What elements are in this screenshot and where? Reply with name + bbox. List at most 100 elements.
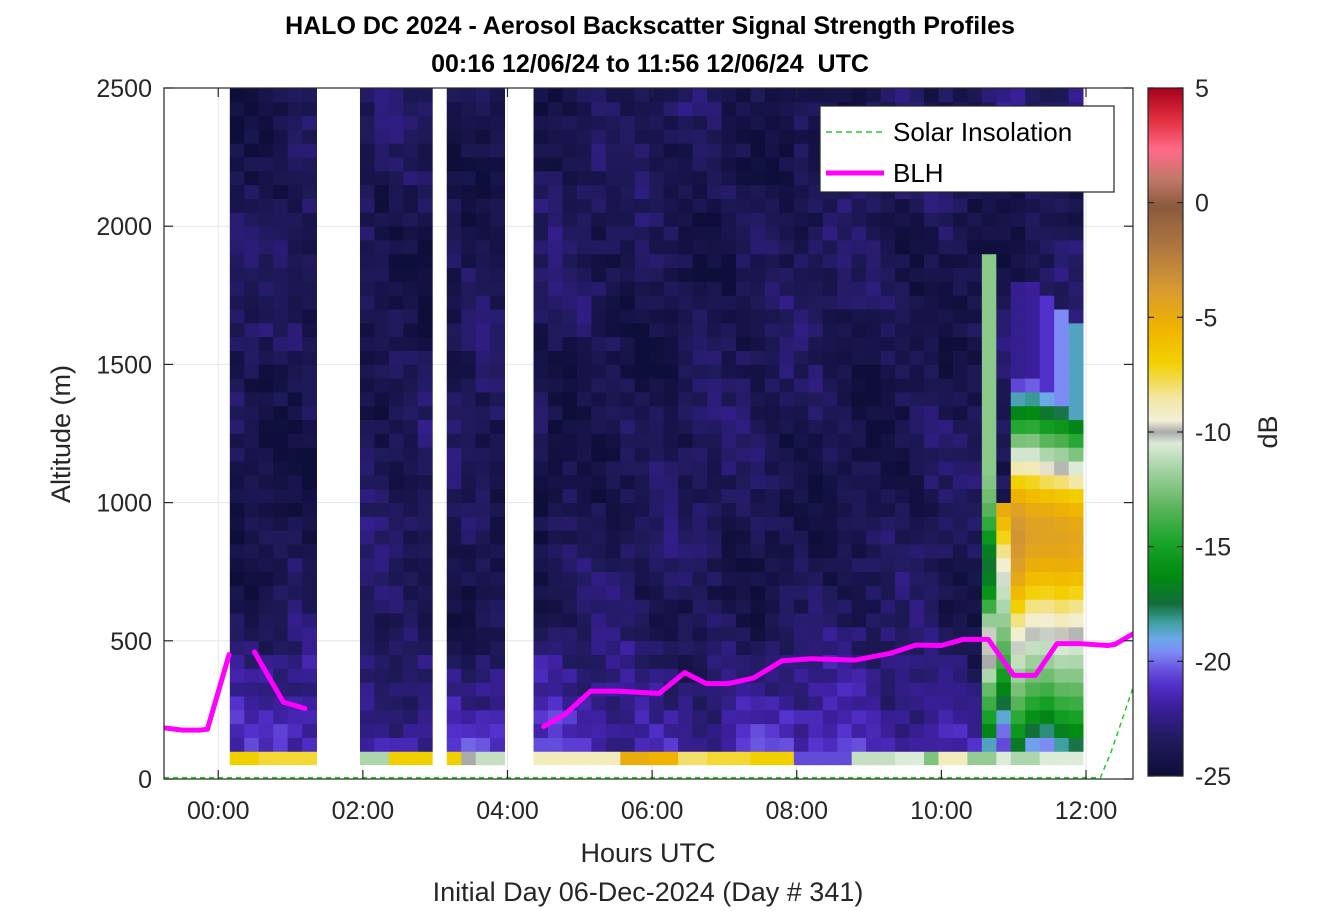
heatmap-cell (996, 433, 1012, 448)
heatmap-cell (1068, 654, 1084, 669)
heatmap-cell (620, 640, 636, 656)
heatmap-cell (475, 350, 491, 365)
heatmap-cell (229, 709, 245, 725)
heatmap-cell (952, 640, 968, 656)
heatmap-cell (287, 101, 303, 117)
heatmap-cell (374, 198, 390, 213)
heatmap-cell (866, 350, 882, 365)
heatmap-cell (1068, 668, 1084, 683)
heatmap-cell (1054, 350, 1070, 365)
heatmap-cell (981, 322, 997, 338)
heatmap-cell (750, 723, 766, 738)
blh-line-segment (251, 649, 308, 712)
heatmap-cell (750, 737, 766, 752)
heatmap-cell (533, 682, 549, 697)
heatmap-cell (359, 170, 375, 186)
heatmap-cell (490, 115, 505, 130)
heatmap-cell (808, 378, 824, 393)
heatmap-cell (924, 212, 939, 227)
heatmap-cell (302, 626, 317, 642)
heatmap-cell (678, 267, 694, 282)
heatmap-cell (533, 461, 549, 476)
heatmap-cell (620, 502, 636, 517)
heatmap-cell (649, 184, 665, 199)
heatmap-cell (909, 447, 925, 462)
heatmap-cell (866, 709, 882, 725)
heatmap-cell (273, 226, 289, 241)
heatmap-cell (750, 350, 766, 365)
heatmap-cell (707, 212, 722, 227)
heatmap-cell (678, 143, 694, 158)
heatmap-cell (258, 281, 274, 296)
heatmap-cell (909, 502, 925, 517)
heatmap-cell (996, 88, 1012, 103)
heatmap-cell (764, 502, 780, 517)
heatmap-cell (678, 295, 694, 310)
heatmap-cell (547, 281, 563, 296)
heatmap-cell (229, 157, 245, 172)
heatmap-cell (779, 571, 795, 586)
heatmap-cell (490, 599, 505, 614)
heatmap-cell (562, 170, 578, 186)
heatmap-cell (1039, 419, 1055, 434)
heatmap-cell (605, 336, 621, 351)
heatmap-cell (446, 170, 462, 186)
heatmap-cell (663, 184, 679, 199)
heatmap-cell (446, 461, 462, 476)
heatmap-cell (287, 392, 303, 407)
heatmap-cell (764, 419, 780, 434)
heatmap-cell (359, 88, 375, 103)
heatmap-cell (244, 613, 260, 628)
heatmap-cell (302, 336, 317, 351)
heatmap-cell (287, 378, 303, 393)
heatmap-cell (359, 585, 375, 600)
heatmap-cell (851, 696, 867, 711)
heatmap-cell (678, 253, 694, 269)
heatmap-cell (273, 668, 289, 683)
heatmap-cell (1054, 530, 1070, 545)
heatmap-cell (1025, 350, 1041, 365)
heatmap-cell (461, 682, 477, 697)
heatmap-cell (634, 668, 650, 683)
heatmap-cell (822, 640, 838, 656)
heatmap-cell (952, 709, 968, 725)
heatmap-cell (562, 392, 578, 407)
heatmap-cell (895, 267, 910, 282)
heatmap-cell (895, 654, 910, 669)
heatmap-cell (735, 613, 751, 628)
heatmap-cell (403, 640, 419, 656)
heatmap-cell (851, 557, 867, 573)
heatmap-cell (1025, 253, 1041, 269)
heatmap-cell (793, 295, 809, 310)
heatmap-cell (663, 101, 679, 117)
heatmap-cell (1010, 267, 1026, 282)
heatmap-cell (547, 502, 563, 517)
heatmap-cell (938, 392, 954, 407)
heatmap-cell (721, 585, 737, 600)
heatmap-cell (374, 295, 390, 310)
heatmap-cell (374, 502, 390, 517)
heatmap-cell (359, 530, 375, 545)
heatmap-cell (721, 281, 737, 296)
heatmap-cell (649, 281, 665, 296)
heatmap-cell (808, 696, 824, 711)
heatmap-cell (837, 723, 853, 738)
heatmap-cell (533, 696, 549, 711)
heatmap-cell (229, 101, 245, 117)
heatmap-cell (851, 240, 867, 255)
heatmap-cell (721, 143, 737, 158)
heatmap-cell (880, 737, 896, 752)
heatmap-cell (634, 143, 650, 158)
heatmap-cell (302, 267, 317, 282)
heatmap-cell (822, 322, 838, 338)
heatmap-cell (547, 640, 563, 656)
heatmap-cell (996, 530, 1012, 545)
heatmap-cell (735, 474, 751, 490)
heatmap-cell (793, 322, 809, 338)
heatmap-cell (779, 668, 795, 683)
heatmap-cell (1068, 419, 1084, 434)
heatmap-cell (417, 419, 433, 434)
heatmap-cell (1010, 447, 1026, 462)
heatmap-cell (562, 433, 578, 448)
heatmap-cell (403, 350, 419, 365)
